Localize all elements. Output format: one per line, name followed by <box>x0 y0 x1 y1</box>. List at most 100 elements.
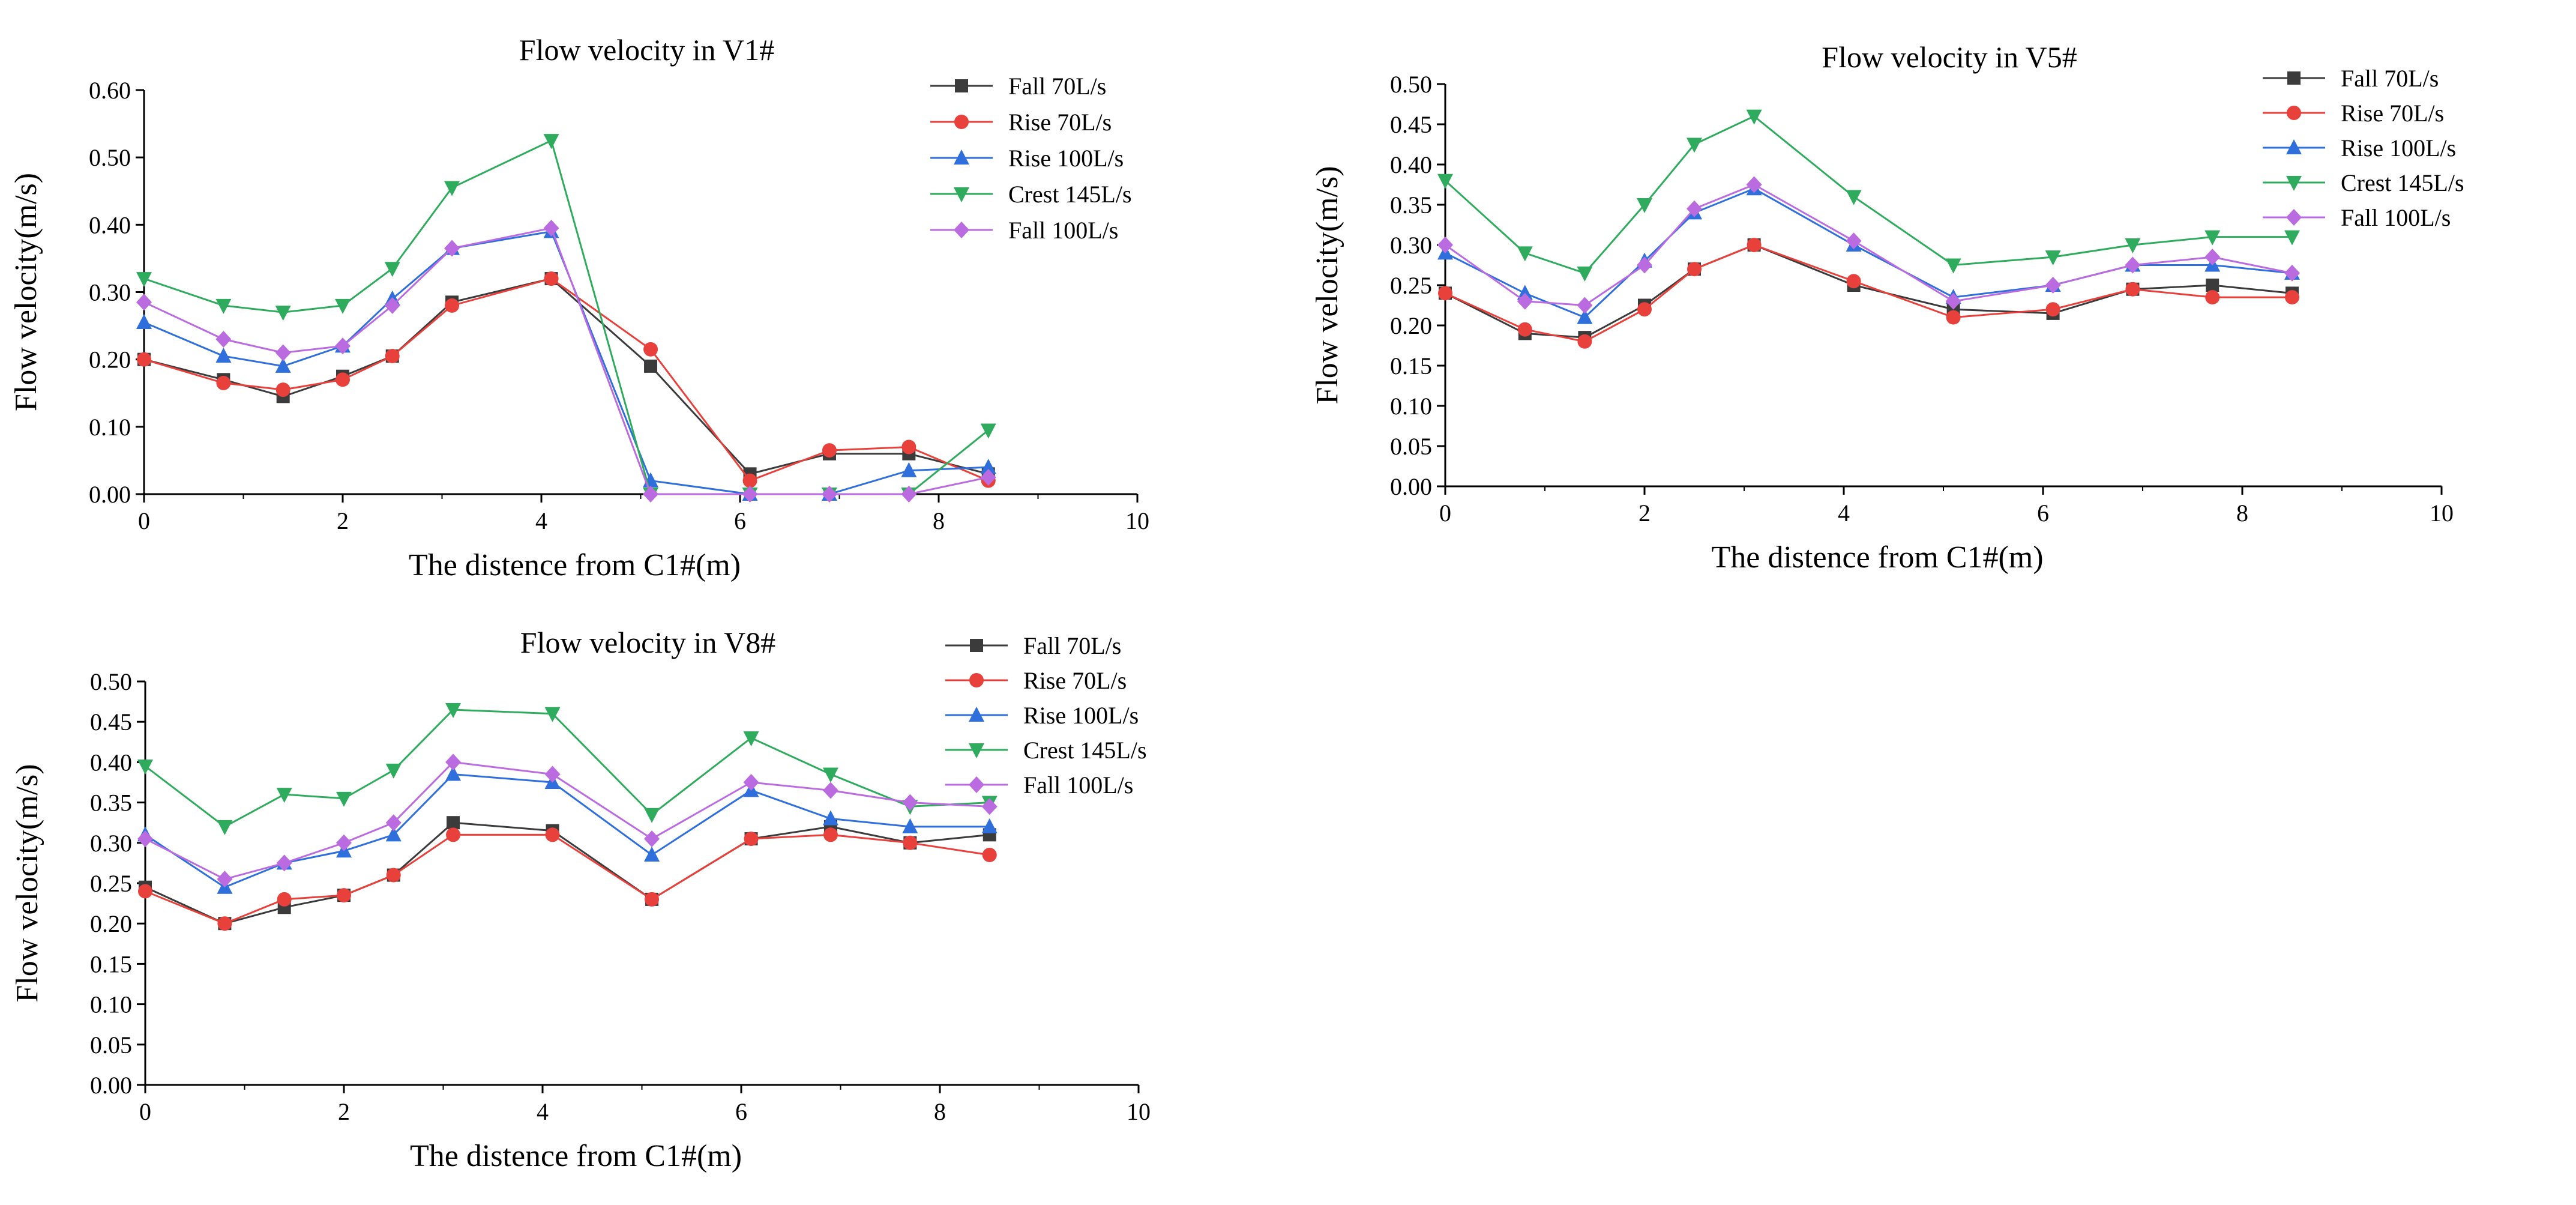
y-tick-label: 0.45 <box>90 708 132 735</box>
data-point <box>980 423 996 439</box>
legend-marker <box>954 115 969 129</box>
series-line <box>1445 244 2293 339</box>
data-point <box>643 342 658 357</box>
y-tick-label: 0.40 <box>89 211 131 238</box>
data-point <box>544 707 561 722</box>
data-point <box>276 854 292 872</box>
data-point <box>275 382 290 397</box>
data-point <box>980 459 996 474</box>
data-point <box>1577 266 1593 282</box>
legend-marker <box>969 707 984 722</box>
legend-label: Rise 70L/s <box>1023 667 1127 694</box>
data-point <box>742 473 757 488</box>
data-point <box>982 847 997 862</box>
data-point <box>1746 176 1762 193</box>
data-point <box>1437 174 1453 189</box>
data-point <box>216 375 231 390</box>
data-point <box>137 352 151 367</box>
legend-label: Rise 70L/s <box>2341 100 2444 127</box>
legend-label: Fall 100L/s <box>1008 217 1118 244</box>
data-point <box>385 349 400 364</box>
y-tick-label: 0.35 <box>90 790 132 817</box>
x-tick-label: 10 <box>1127 1098 1151 1125</box>
data-point <box>275 357 291 373</box>
data-point <box>2284 230 2300 246</box>
y-axis-label: Flow velocity(m/s) <box>9 173 43 411</box>
data-point <box>1846 190 1862 205</box>
data-point <box>138 884 152 899</box>
x-tick-label: 6 <box>735 1098 747 1125</box>
y-tick-label: 0.05 <box>90 1031 132 1059</box>
data-point <box>136 313 152 329</box>
legend-label: Fall 100L/s <box>1023 772 1133 799</box>
series-line <box>145 821 990 925</box>
data-point <box>1577 297 1593 314</box>
data-point <box>2204 249 2221 266</box>
data-point <box>384 297 400 314</box>
series-line <box>145 773 990 889</box>
y-tick-label: 0.15 <box>90 950 132 977</box>
series-3 <box>137 766 998 894</box>
data-point <box>545 827 560 842</box>
data-point <box>137 760 153 775</box>
data-point <box>1945 292 1961 310</box>
data-point <box>215 348 232 363</box>
data-point <box>901 462 917 477</box>
data-point <box>385 826 402 842</box>
data-point <box>275 306 291 321</box>
data-point <box>645 892 660 907</box>
y-tick-label: 0.10 <box>90 991 132 1018</box>
data-point <box>276 788 292 803</box>
series-5 <box>136 219 996 503</box>
y-tick-label: 0.10 <box>1390 393 1432 420</box>
data-point <box>2125 256 2141 274</box>
data-point <box>136 272 152 288</box>
y-tick-label: 0.30 <box>89 279 131 306</box>
data-point <box>445 754 462 771</box>
data-point <box>2045 250 2061 266</box>
legend-marker <box>969 673 984 687</box>
data-point <box>385 814 402 832</box>
y-tick-label: 0.00 <box>1390 473 1432 500</box>
legend-marker <box>954 222 969 238</box>
legend-marker <box>2286 209 2302 226</box>
legend-marker <box>954 149 969 165</box>
data-point <box>1687 137 1702 153</box>
data-point <box>903 835 918 850</box>
y-tick-label: 0.50 <box>89 144 131 171</box>
data-point <box>644 830 660 848</box>
data-point <box>2284 264 2300 282</box>
data-point <box>902 818 918 833</box>
x-tick-label: 8 <box>2236 500 2248 527</box>
data-point <box>336 791 352 807</box>
y-tick-label: 0.00 <box>90 1072 132 1099</box>
x-tick-label: 4 <box>1838 500 1850 527</box>
series-3 <box>1437 180 2300 324</box>
series-line <box>143 277 989 482</box>
series-3 <box>136 223 996 501</box>
data-point <box>1438 286 1452 301</box>
legend-label: Crest 145L/s <box>1008 181 1132 208</box>
data-point <box>1637 256 1652 274</box>
series-2 <box>138 827 997 931</box>
chart-panel-1: Flow velocity in V1# 0 2 4 6 8 10 0.00 0.10 0.20 0… <box>9 33 1149 582</box>
data-point <box>744 832 759 847</box>
x-tick-label: 2 <box>1639 500 1651 527</box>
x-tick-label: 8 <box>933 507 945 534</box>
data-point <box>275 344 291 361</box>
data-point <box>215 331 232 348</box>
x-tick-label: 0 <box>138 507 150 534</box>
series-1 <box>139 816 996 931</box>
legend-marker <box>970 639 983 652</box>
x-axis-label: The distence from C1#(m) <box>409 548 741 582</box>
x-axis-label: The distence from C1#(m) <box>1711 540 2043 575</box>
data-point <box>444 181 460 196</box>
data-point <box>644 846 660 862</box>
y-axis-label: Flow velocity(m/s) <box>10 764 44 1002</box>
chart-title: Flow velocity in V8# <box>520 626 775 659</box>
data-point <box>2285 290 2299 305</box>
data-point <box>1437 237 1453 253</box>
data-point <box>1687 262 1702 277</box>
series-line <box>1445 244 2292 343</box>
data-point <box>137 830 153 848</box>
